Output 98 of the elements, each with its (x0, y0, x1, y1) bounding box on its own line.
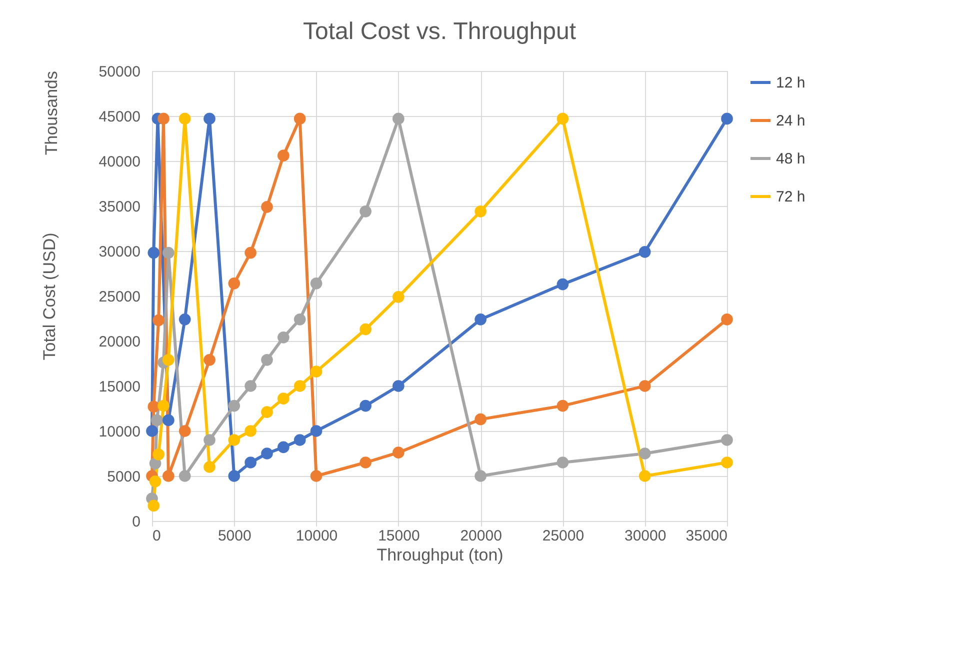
point (310, 425, 322, 437)
chart-title: Total Cost vs. Throughput (302, 18, 576, 45)
point (294, 380, 306, 392)
point (360, 323, 372, 336)
point (294, 434, 306, 446)
point (244, 380, 256, 392)
x-tick-label: 0 (152, 528, 161, 544)
legend-label: 72 h (776, 188, 806, 206)
point (178, 112, 191, 125)
point (204, 112, 216, 125)
y-tick-label: 20000 (98, 334, 140, 350)
point (228, 470, 240, 482)
x-tick-label: 5000 (218, 528, 252, 544)
x-tick-label: 15000 (378, 528, 420, 544)
y-tick-label: 5000 (107, 468, 140, 486)
point (474, 205, 486, 218)
point (638, 380, 651, 392)
point (158, 400, 170, 412)
point (162, 470, 174, 482)
x-tick-label: 20000 (460, 528, 502, 544)
x-axis-title: Throughput (ton) (376, 546, 504, 564)
point (228, 434, 240, 446)
point (360, 400, 372, 412)
point (721, 456, 733, 468)
point (360, 205, 372, 218)
point (392, 446, 404, 459)
point (228, 277, 240, 290)
y-tick-label: 45000 (98, 108, 140, 126)
x-tick-label: 30000 (624, 528, 666, 544)
point (638, 470, 651, 482)
point (146, 425, 158, 437)
point (151, 414, 163, 426)
y-tick-label: 30000 (98, 244, 140, 260)
y-tick-label: 15000 (98, 378, 140, 396)
point (162, 246, 174, 259)
legend-label: 24 h (776, 112, 806, 130)
y-tick-label: 0 (132, 514, 140, 530)
point (392, 290, 404, 303)
point (149, 475, 162, 488)
point (162, 414, 174, 426)
legend-label: 12 h (776, 74, 806, 92)
point (310, 277, 322, 290)
point (178, 425, 191, 437)
point (556, 456, 569, 468)
point (310, 470, 322, 482)
point (310, 366, 322, 378)
point (148, 246, 160, 259)
point (244, 425, 256, 437)
point (278, 441, 290, 454)
y-tick-label: 40000 (98, 154, 140, 170)
point (261, 448, 273, 460)
point (244, 456, 256, 468)
y-tick-label: 35000 (98, 198, 140, 216)
point (158, 112, 170, 125)
point (204, 461, 216, 473)
y-tick-label: 50000 (98, 64, 140, 80)
point (474, 413, 486, 426)
point (178, 470, 191, 482)
point (638, 246, 651, 258)
point (721, 112, 733, 125)
point (721, 434, 733, 446)
point (278, 392, 290, 405)
legend-label: 48 h (776, 150, 806, 168)
point (474, 313, 486, 326)
point (149, 457, 162, 470)
point (244, 246, 256, 259)
point (204, 354, 216, 366)
x-tick-label: 25000 (542, 528, 584, 544)
point (556, 400, 569, 412)
point (294, 313, 306, 326)
point (148, 500, 160, 512)
point (228, 400, 240, 412)
point (148, 400, 160, 413)
point (162, 354, 174, 366)
point (556, 112, 569, 125)
point (360, 456, 372, 468)
point (556, 278, 569, 290)
point (638, 448, 651, 460)
point (178, 313, 191, 326)
point (152, 448, 164, 460)
point (294, 112, 306, 125)
x-tick-label: 10000 (296, 528, 338, 544)
y-axis-title: Total Cost (USD) (40, 232, 59, 360)
point (152, 314, 164, 326)
point (392, 112, 404, 125)
point (474, 470, 486, 482)
point (261, 406, 273, 418)
x-tick-label: 35000 (686, 528, 728, 544)
y-tick-label: 25000 (98, 288, 140, 306)
text: Thousands (42, 71, 61, 156)
point (261, 354, 273, 366)
point (278, 150, 290, 162)
point (392, 380, 404, 392)
point (204, 434, 216, 446)
point (261, 200, 273, 213)
point (278, 331, 290, 344)
point (721, 313, 733, 326)
y-tick-label: 10000 (98, 424, 140, 440)
